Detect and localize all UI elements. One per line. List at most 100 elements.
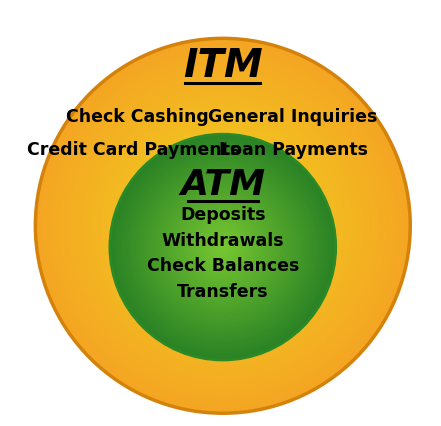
Text: Credit Card Payments: Credit Card Payments: [27, 141, 240, 159]
Circle shape: [212, 236, 234, 258]
Circle shape: [168, 171, 277, 280]
Circle shape: [219, 222, 227, 230]
Circle shape: [148, 173, 297, 322]
Circle shape: [215, 218, 230, 233]
Circle shape: [137, 161, 309, 333]
Circle shape: [202, 205, 243, 246]
Circle shape: [112, 136, 333, 358]
Circle shape: [80, 83, 365, 368]
Circle shape: [183, 187, 262, 265]
Circle shape: [182, 184, 264, 267]
Circle shape: [188, 212, 258, 282]
Circle shape: [185, 188, 260, 263]
Circle shape: [122, 124, 324, 327]
Circle shape: [149, 174, 296, 320]
Circle shape: [170, 173, 275, 278]
Circle shape: [217, 242, 228, 253]
Circle shape: [193, 196, 253, 256]
Circle shape: [156, 181, 289, 314]
Circle shape: [215, 239, 231, 255]
Circle shape: [208, 211, 238, 241]
Circle shape: [155, 158, 290, 293]
Text: ATM: ATM: [180, 168, 265, 202]
Circle shape: [86, 89, 360, 363]
Circle shape: [65, 68, 380, 383]
Circle shape: [130, 155, 315, 340]
Circle shape: [155, 179, 291, 315]
Circle shape: [120, 123, 326, 329]
Circle shape: [180, 204, 266, 290]
Circle shape: [137, 140, 309, 312]
Circle shape: [90, 93, 356, 359]
Circle shape: [71, 74, 375, 377]
Circle shape: [136, 160, 310, 334]
Circle shape: [142, 145, 303, 306]
Circle shape: [116, 119, 330, 333]
Circle shape: [52, 55, 393, 396]
Circle shape: [147, 171, 299, 323]
Circle shape: [127, 151, 319, 343]
Circle shape: [178, 202, 268, 292]
Circle shape: [171, 195, 275, 299]
Circle shape: [146, 170, 299, 324]
Circle shape: [167, 170, 279, 282]
Circle shape: [75, 78, 371, 374]
Circle shape: [131, 155, 314, 339]
Circle shape: [39, 42, 407, 409]
Circle shape: [162, 186, 284, 308]
Circle shape: [159, 162, 287, 290]
Circle shape: [88, 91, 358, 361]
Circle shape: [110, 113, 335, 338]
Circle shape: [135, 138, 311, 314]
Circle shape: [157, 160, 288, 291]
Circle shape: [194, 218, 252, 276]
Circle shape: [157, 181, 288, 313]
Circle shape: [187, 211, 259, 283]
Circle shape: [64, 66, 382, 385]
Circle shape: [178, 181, 268, 271]
Circle shape: [191, 216, 254, 279]
Circle shape: [133, 136, 313, 316]
Circle shape: [129, 132, 317, 320]
Circle shape: [142, 166, 304, 328]
Circle shape: [95, 98, 350, 353]
Circle shape: [163, 166, 283, 286]
Text: Check Cashing: Check Cashing: [66, 108, 209, 126]
Circle shape: [202, 226, 244, 268]
Circle shape: [144, 168, 302, 326]
Circle shape: [139, 164, 306, 331]
Circle shape: [153, 156, 292, 295]
Circle shape: [134, 158, 312, 336]
Circle shape: [158, 183, 287, 311]
Circle shape: [179, 183, 266, 269]
Circle shape: [56, 59, 390, 393]
Circle shape: [50, 53, 395, 398]
Circle shape: [127, 130, 318, 321]
Circle shape: [186, 210, 260, 284]
Circle shape: [176, 200, 270, 294]
Circle shape: [194, 219, 251, 275]
Circle shape: [116, 140, 330, 354]
Circle shape: [121, 145, 325, 348]
Circle shape: [183, 207, 262, 287]
Circle shape: [164, 168, 281, 284]
Circle shape: [212, 215, 234, 237]
Circle shape: [160, 184, 286, 310]
Circle shape: [200, 225, 245, 270]
Circle shape: [197, 221, 249, 273]
Circle shape: [207, 231, 239, 263]
Circle shape: [189, 192, 257, 259]
Circle shape: [117, 141, 329, 353]
Circle shape: [144, 147, 302, 305]
Circle shape: [197, 199, 249, 252]
Circle shape: [118, 142, 328, 352]
Circle shape: [37, 40, 408, 412]
Circle shape: [199, 223, 247, 271]
Circle shape: [220, 244, 226, 250]
Circle shape: [111, 135, 335, 359]
Circle shape: [172, 175, 273, 276]
Circle shape: [82, 85, 363, 366]
Circle shape: [191, 194, 254, 258]
Circle shape: [174, 199, 271, 296]
Circle shape: [125, 149, 321, 345]
